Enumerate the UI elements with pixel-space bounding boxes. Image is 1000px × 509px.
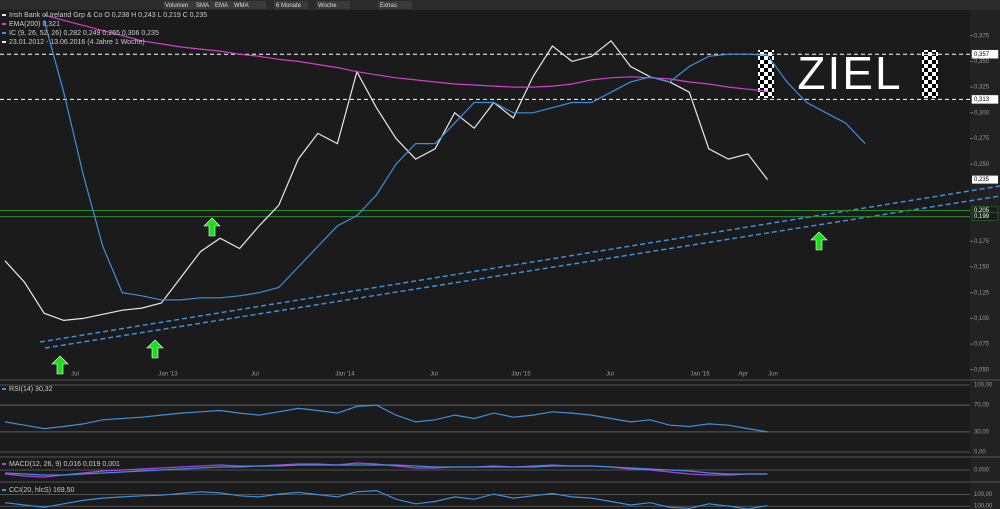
trend-line xyxy=(44,195,1000,349)
y-tick-label: 0,175 xyxy=(974,239,990,245)
x-tick-label: Jun xyxy=(768,372,778,378)
toolbar-label: Extras xyxy=(380,3,397,9)
y-tick-label: 100,00 xyxy=(974,504,993,509)
series-line xyxy=(4,39,768,322)
legend-text: IC (9, 26, 52, 26) 0,282 0,249 0,265 0,3… xyxy=(9,30,159,37)
legend-swatch xyxy=(2,14,6,16)
toolbar xyxy=(0,0,1000,10)
up-arrow xyxy=(203,217,221,237)
x-tick-label: Jul xyxy=(71,372,79,378)
y-tick-label: 0,250 xyxy=(974,162,990,168)
legend-swatch xyxy=(2,32,6,34)
x-tick-label: Jan '16 xyxy=(690,372,710,378)
legend-text: EMA(200) 0,321 xyxy=(9,21,60,28)
series-line xyxy=(4,489,768,509)
level-tag xyxy=(971,49,999,59)
y-tick-label: 0,050 xyxy=(974,367,990,373)
price-tag xyxy=(972,175,998,184)
toolbar-button[interactable] xyxy=(194,1,228,9)
toolbar-button[interactable] xyxy=(232,1,266,9)
price-label: 0,235 xyxy=(974,177,990,183)
toolbar-button[interactable] xyxy=(316,1,350,9)
y-tick-label: 100,00 xyxy=(974,383,993,389)
level-tag xyxy=(971,95,999,104)
toolbar-button[interactable] xyxy=(378,1,412,9)
toolbar-button[interactable] xyxy=(274,1,308,9)
toolbar-label: SMA xyxy=(196,3,209,9)
y-tick-label: 70,00 xyxy=(974,403,990,409)
legend-text: Irish Bank of Ireland Grp & Co O 0,238 H… xyxy=(9,12,207,19)
flag xyxy=(922,50,938,98)
y-tick-label: 0,00 xyxy=(974,450,986,456)
y-tick-label: 0,300 xyxy=(974,110,990,116)
legend-swatch xyxy=(2,23,6,25)
axis-strip xyxy=(970,10,1000,509)
legend-text: CCI(20, hlcS) 169,50 xyxy=(9,487,74,494)
up-arrow xyxy=(810,231,828,251)
up-arrow xyxy=(51,355,69,375)
target-label: ZIEL xyxy=(797,47,902,99)
toolbar-label: 6 Monate xyxy=(276,3,302,9)
y-tick-label: 0,125 xyxy=(974,290,990,296)
level-label: 0,205 xyxy=(974,208,990,214)
y-tick-label: 0,000 xyxy=(974,468,990,474)
toolbar-button[interactable] xyxy=(163,1,197,9)
arrows xyxy=(51,217,828,375)
toolbar-label: EMA xyxy=(215,3,228,9)
flag xyxy=(758,50,774,98)
y-tick-label: 0,350 xyxy=(974,59,990,65)
level-label: 0,199 xyxy=(974,214,990,220)
x-tick-label: Jan '13 xyxy=(158,372,178,378)
legend-text: RSI(14) 30,32 xyxy=(9,386,53,393)
y-tick-label: 0,075 xyxy=(974,342,990,348)
legend-swatch xyxy=(2,489,6,491)
toolbar-label: WMA xyxy=(234,3,249,9)
legend-swatch xyxy=(2,388,6,390)
y-tick-label: 30,00 xyxy=(974,429,990,435)
level-label: 0,313 xyxy=(974,97,990,103)
ziel-box xyxy=(778,50,922,98)
legend-text: 23.01.2012 - 13.06.2016 (4 Jahre 1 Woche… xyxy=(9,39,145,46)
series-line xyxy=(4,464,768,476)
toolbar-label: Volumen xyxy=(165,3,188,9)
x-tick-label: Apr xyxy=(738,372,747,378)
y-tick-label: 100,00 xyxy=(974,492,993,498)
y-tick-label: 0,325 xyxy=(974,85,990,91)
y-tick-label: 0,275 xyxy=(974,136,990,142)
trend-line xyxy=(39,185,1000,343)
toolbar-label: Woche xyxy=(318,3,337,9)
legend-swatch xyxy=(2,41,6,43)
y-tick-label: 0,150 xyxy=(974,265,990,271)
x-tick-label: Jan '15 xyxy=(511,372,531,378)
toolbar-button[interactable] xyxy=(213,1,247,9)
x-tick-label: Jan '14 xyxy=(335,372,355,378)
legend-text: MACD(12, 26, 9) 0,016 0,019 0,001 xyxy=(9,461,120,468)
level-tag xyxy=(971,212,999,221)
x-tick-label: Jul xyxy=(606,372,614,378)
y-tick-label: 0,375 xyxy=(974,33,990,39)
y-tick-label: 0,100 xyxy=(974,316,990,322)
legend-swatch xyxy=(2,463,6,465)
series-line xyxy=(43,20,866,301)
up-arrow xyxy=(146,339,164,359)
toolbar-buttons: Volumen SMA EMA WMA 6 Monate Woche Extras xyxy=(163,1,412,9)
x-tick-label: Jul xyxy=(251,372,259,378)
level-label: 0,357 xyxy=(974,52,990,58)
x-tick-label: Jul xyxy=(430,372,438,378)
series-line xyxy=(4,404,768,433)
